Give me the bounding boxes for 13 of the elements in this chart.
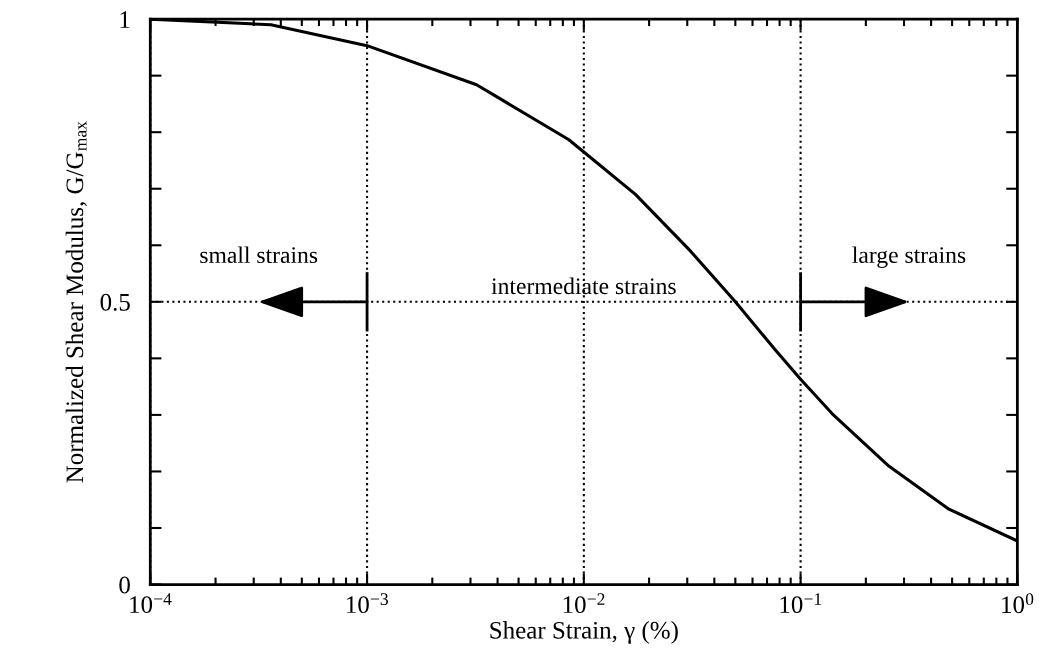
x-tick-label: 10$^{−3}$ bbox=[347, 593, 388, 614]
x-axis-title: Shear Strain, γ (%) bbox=[490, 621, 678, 644]
y-tick-label: 1 bbox=[120, 11, 130, 28]
annotation: large strains bbox=[852, 246, 966, 268]
y-axis-title: Normalized Shear Modulus, G/G$_{max}$ bbox=[65, 121, 87, 483]
x-tick-label: 10$^{0}$ bbox=[1002, 593, 1034, 614]
annotation: small strains bbox=[200, 246, 318, 264]
x-tick-label: 10$^{−4}$ bbox=[130, 593, 172, 614]
annotation: intermediate strains bbox=[491, 277, 676, 295]
y-tick-label: 0 bbox=[119, 576, 130, 594]
y-tick-label: 0.5 bbox=[100, 293, 130, 311]
x-tick-label: 10$^{−1}$ bbox=[780, 593, 822, 614]
x-tick-label: 10$^{−2}$ bbox=[563, 593, 605, 614]
